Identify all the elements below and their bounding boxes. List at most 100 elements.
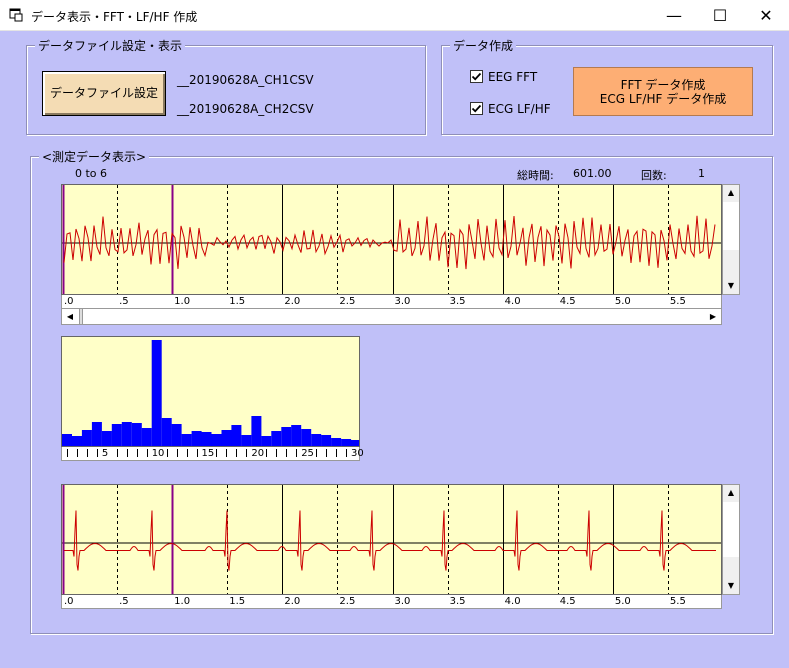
scroll-track[interactable] <box>723 202 739 250</box>
scroll-up-icon[interactable]: ▲ <box>723 185 739 201</box>
scroll-track[interactable] <box>723 502 739 557</box>
eeg-time-axis: .0 .5 1.0 1.5 2.0 2.5 3.0 3.5 4.0 4.5 5.0 5.5 <box>61 295 722 309</box>
create-data-button[interactable]: FFT データ作成 ECG LF/HF データ作成 <box>573 67 753 116</box>
data-file-group-label: データファイル設定・表示 <box>35 37 186 54</box>
tick-label: .5 <box>119 596 129 607</box>
fft-bar <box>81 430 92 446</box>
tick-mark <box>86 449 88 457</box>
data-create-group: データ作成 EEG FFT ECG LF/HF FFT データ作成 ECG LF… <box>441 37 773 135</box>
tick-label: 5.0 <box>614 296 631 307</box>
tick-label: 5.0 <box>614 596 631 607</box>
checkmark-icon <box>471 104 482 113</box>
time-horizontal-scrollbar[interactable]: ◀ ▶ <box>61 308 722 325</box>
tick-label: 3.0 <box>394 596 411 607</box>
fft-bar <box>321 435 332 446</box>
eeg-fft-label: EEG FFT <box>488 70 538 84</box>
tick-mark <box>236 449 238 457</box>
tick-mark <box>266 449 268 457</box>
tick-label: 1.5 <box>229 596 246 607</box>
tick-mark <box>136 449 138 457</box>
fft-bar <box>111 424 122 446</box>
create-data-button-line1: FFT データ作成 <box>620 78 706 92</box>
fft-bar <box>351 440 359 446</box>
tick-label: 1.0 <box>174 296 191 307</box>
tick-mark <box>146 449 148 457</box>
ecg-vertical-scrollbar[interactable]: ▲ ▼ <box>722 484 740 595</box>
ecg-lfhf-checkbox[interactable] <box>470 102 483 115</box>
create-data-button-line2: ECG LF/HF データ作成 <box>599 92 727 106</box>
tick-label: 5.5 <box>669 596 686 607</box>
scroll-down-icon[interactable]: ▼ <box>723 578 739 594</box>
fft-tick-label: 30 <box>351 448 364 459</box>
fft-bar <box>271 431 282 446</box>
eeg-signal-line <box>63 215 716 270</box>
tick-label: 1.0 <box>174 596 191 607</box>
tick-mark <box>186 449 188 457</box>
file2-name: __20190628A_CH2CSV <box>177 102 314 116</box>
title-bar[interactable]: データ表示・FFT・LF/HF 作成 — ☐ ✕ <box>0 0 789 31</box>
close-button[interactable]: ✕ <box>759 6 773 25</box>
tick-mark <box>346 449 348 457</box>
fft-bar <box>121 422 132 446</box>
tick-label: 4.5 <box>559 296 576 307</box>
minimize-button[interactable]: — <box>666 6 682 25</box>
fft-bar <box>301 429 312 446</box>
fft-bar <box>251 416 262 446</box>
measurement-display-label: <測定データ表示> <box>39 148 150 165</box>
data-file-settings-button[interactable]: データファイル設定 <box>42 71 166 116</box>
scroll-thumb[interactable] <box>79 309 83 324</box>
fft-bar <box>211 434 222 446</box>
tick-mark <box>336 449 338 457</box>
fft-bar <box>62 434 72 446</box>
scroll-up-icon[interactable]: ▲ <box>723 485 739 501</box>
count-label: 回数: <box>641 169 667 182</box>
fft-bar <box>141 428 152 446</box>
window-title: データ表示・FFT・LF/HF 作成 <box>31 10 198 24</box>
fft-tick-label: 20 <box>251 448 265 459</box>
total-time-value: 601.00 <box>573 167 612 180</box>
total-time-label: 総時間: <box>517 169 554 182</box>
tick-label: 2.5 <box>339 596 356 607</box>
fft-tick-label: 5 <box>101 448 109 459</box>
eeg-waveform-chart <box>62 185 721 294</box>
scroll-down-icon[interactable]: ▼ <box>723 278 739 294</box>
fft-frequency-axis: 5 10 15 20 25 30 <box>61 447 364 461</box>
tick-mark <box>286 449 288 457</box>
fft-bar <box>201 432 212 446</box>
ecg-waveform-chart <box>62 485 721 594</box>
tick-mark <box>176 449 178 457</box>
fft-spectrum-plot <box>61 336 360 447</box>
scroll-left-icon[interactable]: ◀ <box>66 312 74 321</box>
eeg-waveform-plot <box>61 184 722 295</box>
range-text: 0 to 6 <box>75 167 108 180</box>
tick-label: 2.0 <box>284 596 301 607</box>
tick-mark <box>116 449 118 457</box>
fft-bar <box>151 340 162 446</box>
ecg-time-axis: .0 .5 1.0 1.5 2.0 2.5 3.0 3.5 4.0 4.5 5.0 5.5 <box>61 595 722 609</box>
tick-mark <box>76 449 78 457</box>
fft-bar <box>161 418 172 446</box>
tick-label: 2.5 <box>339 296 356 307</box>
fft-bar <box>221 430 232 446</box>
fft-bar <box>131 423 142 446</box>
tick-mark <box>216 449 218 457</box>
fft-spectrum-chart <box>62 340 359 446</box>
scroll-right-icon[interactable]: ▶ <box>709 312 717 321</box>
tick-mark <box>316 449 318 457</box>
eeg-fft-checkbox[interactable] <box>470 70 483 83</box>
tick-mark <box>296 449 298 457</box>
fft-bar <box>231 425 242 446</box>
tick-label: 2.0 <box>284 296 301 307</box>
tick-mark <box>166 449 168 457</box>
maximize-button[interactable]: ☐ <box>712 6 728 25</box>
tick-mark <box>96 449 98 457</box>
app-icon <box>9 8 23 22</box>
eeg-vertical-scrollbar[interactable]: ▲ ▼ <box>722 184 740 295</box>
fft-bar <box>311 434 322 446</box>
fft-tick-label: 25 <box>301 448 314 459</box>
ecg-waveform-plot <box>61 484 722 595</box>
tick-label: .5 <box>119 296 129 307</box>
tick-label: 3.0 <box>394 296 411 307</box>
tick-label: 4.0 <box>504 296 521 307</box>
